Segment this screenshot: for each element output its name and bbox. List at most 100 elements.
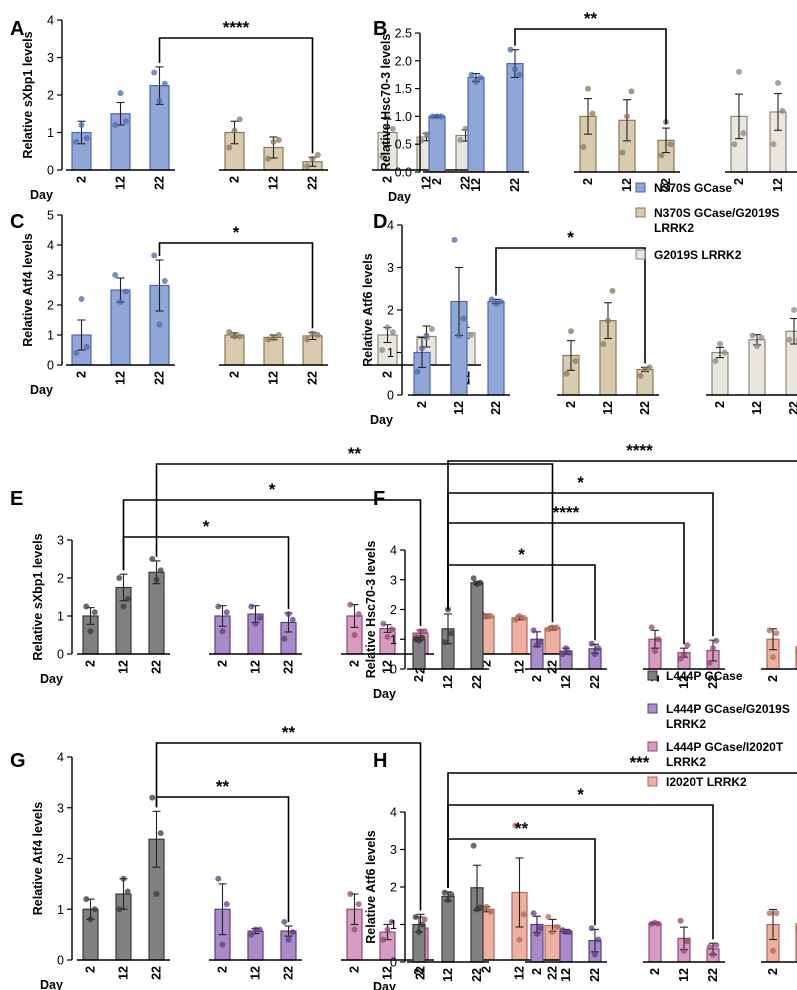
data-point (520, 614, 527, 621)
y-tick-label: 0 (47, 164, 54, 178)
data-point (417, 628, 424, 635)
x-tick-label: 12 (117, 966, 131, 980)
bracket-line (122, 499, 422, 627)
data-point (351, 632, 358, 638)
panel-letter: E (10, 488, 23, 510)
bar-group-1: 2 12 22 (407, 842, 489, 982)
data-point (117, 90, 124, 97)
data-point (786, 336, 793, 343)
y-tick-label: 2 (57, 572, 64, 586)
data-point (120, 603, 127, 610)
data-point (87, 628, 94, 635)
x-tick-label: 12 (114, 371, 128, 385)
x-tick-label: 12 (469, 178, 483, 192)
data-point (563, 370, 570, 377)
x-tick-label: 2 (216, 966, 230, 973)
significance-label: **** (553, 503, 580, 522)
x-tick-label: 2 (648, 968, 662, 975)
data-point (483, 903, 490, 910)
x-tick-label: 12 (559, 968, 573, 982)
x-tick-label: 2 (228, 176, 242, 183)
legend-swatch (635, 249, 646, 260)
bracket-line (155, 742, 422, 911)
bracket-line (122, 536, 290, 609)
data-point (116, 575, 123, 581)
data-point (157, 567, 164, 574)
data-point (355, 611, 362, 618)
data-point (309, 330, 316, 337)
data-point (351, 926, 358, 933)
x-tick-label: 2 (766, 968, 780, 975)
data-point (215, 603, 222, 610)
data-point (534, 930, 540, 937)
data-point (537, 925, 544, 932)
data-point (384, 114, 391, 121)
significance-bracket: ** (155, 723, 422, 911)
data-point (512, 822, 519, 829)
data-point (416, 929, 422, 935)
x-tick-label: 12 (677, 968, 691, 982)
data-point (451, 236, 458, 243)
data-point (642, 366, 648, 373)
y-axis-label: Relative Hsc70-3 levels (379, 34, 393, 172)
x-axis-label: Day (373, 687, 396, 701)
data-point (87, 916, 94, 923)
x-axis-label: Day (370, 413, 393, 427)
x-tick-label: 22 (787, 401, 797, 415)
data-point (275, 332, 282, 338)
data-point (445, 897, 451, 904)
x-tick-label: 2 (480, 660, 494, 667)
y-tick-label: 3 (390, 573, 397, 587)
x-tick-label: 2 (381, 371, 395, 378)
data-point (549, 929, 556, 936)
data-point (248, 603, 255, 610)
data-point (161, 80, 168, 87)
y-tick-label: 4 (387, 219, 394, 233)
data-point (270, 335, 277, 341)
data-point (520, 911, 527, 918)
data-point (758, 334, 765, 341)
data-point (309, 155, 316, 162)
data-point (252, 620, 259, 627)
significance-bracket: * (495, 228, 646, 364)
data-point (773, 630, 780, 637)
data-point (512, 616, 519, 623)
data-point (457, 137, 464, 143)
data-point (380, 620, 387, 627)
x-axis-label: Day (373, 980, 396, 990)
y-tick-label: 2 (47, 89, 54, 103)
significance-bracket: * (447, 473, 714, 637)
x-tick-label: 2 (766, 675, 780, 682)
data-point (566, 649, 573, 656)
data-point (389, 125, 396, 132)
y-tick-label: 2 (47, 299, 54, 313)
x-tick-label: 2 (564, 401, 578, 408)
y-tick-label: 3 (47, 269, 54, 283)
legend-label: L444P GCase (666, 669, 743, 683)
data-point (456, 332, 462, 339)
data-point (379, 153, 386, 160)
y-tick-label: 2.5 (395, 27, 412, 41)
legend-label: I2020T LRRK2 (666, 775, 747, 789)
panel-letter: A (10, 18, 24, 40)
panel-letter: C (10, 211, 24, 233)
data-point (157, 830, 164, 837)
x-tick-label: 12 (267, 371, 281, 385)
data-point (388, 626, 395, 633)
x-tick-label: 22 (306, 371, 320, 385)
x-tick-label: 22 (659, 178, 673, 192)
bar (428, 115, 446, 173)
data-point (285, 611, 292, 618)
legend-swatch (647, 670, 658, 681)
x-tick-label: 22 (489, 401, 503, 415)
x-tick-label: 2 (713, 401, 727, 408)
data-point (252, 926, 259, 933)
bar-group-2: 2 12 22 (209, 603, 302, 674)
y-axis-label: Relative Hsc70-3 levels (364, 541, 378, 679)
y-tick-label: 2 (57, 852, 64, 866)
bracket-line (158, 37, 314, 154)
data-point (117, 299, 124, 305)
